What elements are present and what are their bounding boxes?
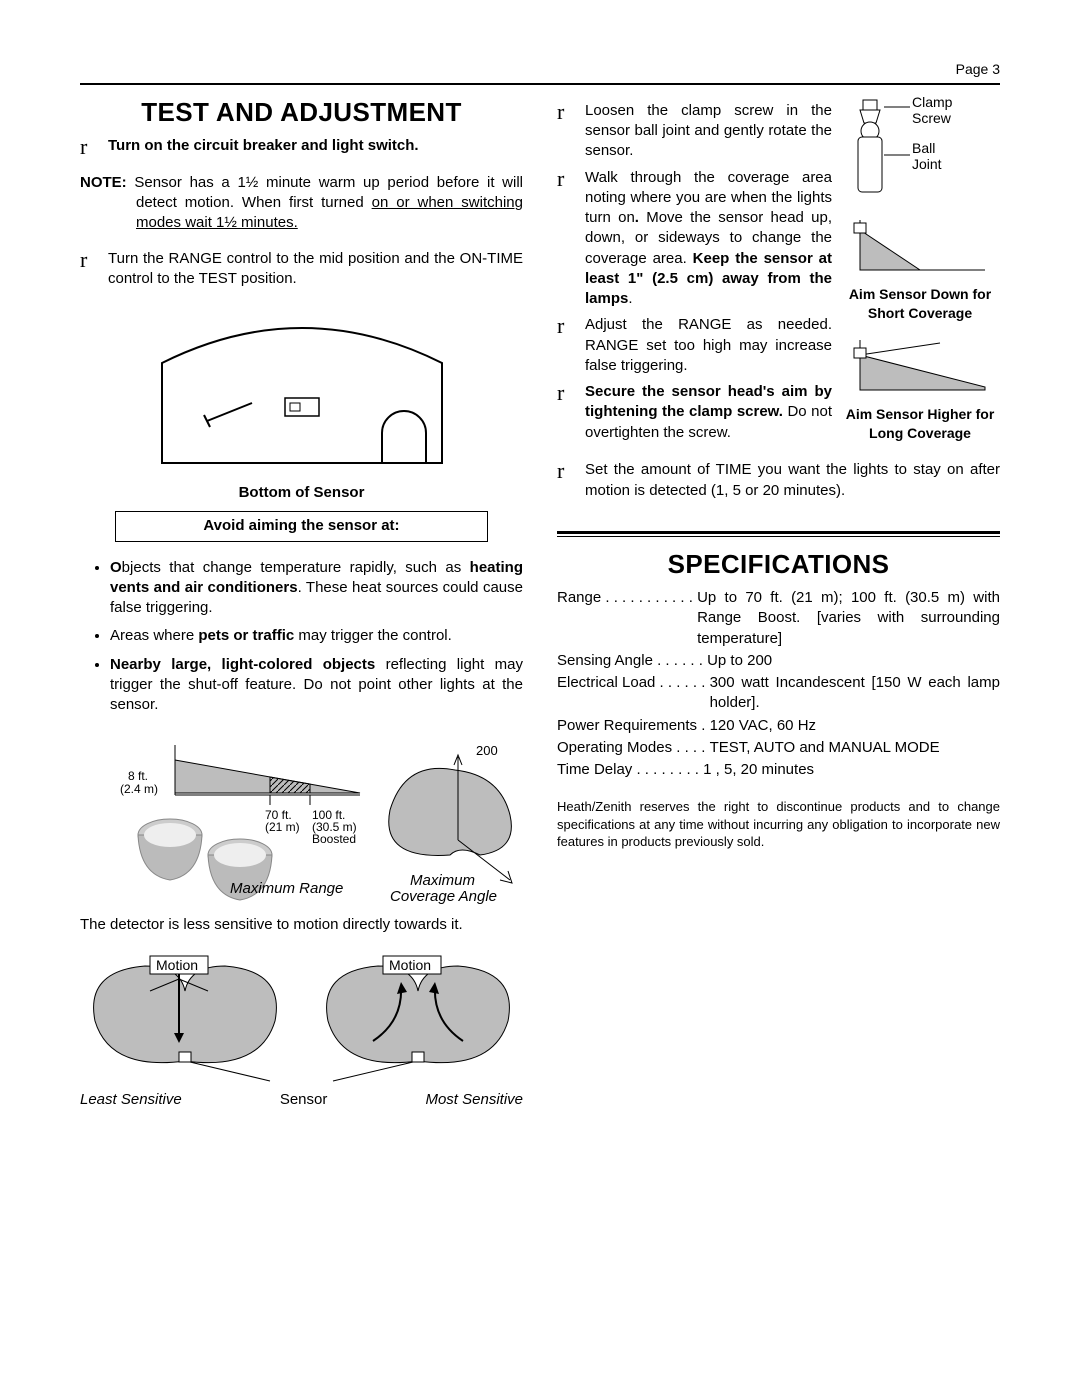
svg-text:Coverage Angle: Coverage Angle [390, 888, 497, 905]
caption-sensor: Sensor [280, 1090, 328, 1110]
check-icon: r [557, 382, 585, 404]
k: Electrical Load . . . . . . [557, 673, 710, 693]
v: 1 , 5, 20 minutes [703, 760, 1000, 780]
step-2: r Turn the RANGE control to the mid posi… [80, 249, 523, 290]
step-secure: r Secure the sensor head's aim by tighte… [557, 382, 832, 443]
svg-text:Maximum Range: Maximum Range [230, 880, 343, 897]
note: NOTE: Sensor has a 1½ minute warm up per… [80, 173, 523, 234]
step-time-text: Set the amount of TIME you want the ligh… [585, 460, 1000, 501]
step-2-text: Turn the RANGE control to the mid positi… [108, 249, 523, 290]
step-1: r Turn on the circuit breaker and light … [80, 136, 523, 158]
v: 300 watt Incandescent [150 W each lamp h… [710, 673, 1000, 714]
svg-text:8 ft.: 8 ft. [128, 769, 148, 783]
caption-least: Least Sensitive [80, 1090, 182, 1110]
t: . [628, 290, 632, 307]
rule-double [557, 531, 1000, 537]
step-1-text: Turn on the circuit breaker and light sw… [108, 136, 523, 158]
spec-modes: Operating Modes . . . . TEST, AUTO and M… [557, 738, 1000, 758]
svg-text:Joint: Joint [912, 156, 942, 172]
avoid-item-1: Objects that change temperature rapidly,… [110, 558, 523, 619]
v: Up to 70 ft. (21 m); 100 ft. (30.5 m) wi… [697, 588, 1000, 649]
k: Time Delay . . . . . . . . [557, 760, 703, 780]
avoid-item-2: Areas where pets or traffic may trigger … [110, 626, 523, 646]
svg-text:Maximum: Maximum [410, 872, 475, 889]
k: Sensing Angle . . . . . . [557, 651, 707, 671]
caption-aim-short: Aim Sensor Down for Short Coverage [840, 285, 1000, 323]
page-number: Page 3 [80, 60, 1000, 79]
svg-text:Screw: Screw [912, 110, 952, 126]
svg-text:(21 m): (21 m) [265, 820, 300, 834]
note-body: Sensor has a 1½ minute warm up period be… [134, 174, 523, 232]
right-column: r Loosen the clamp screw in the sensor b… [557, 95, 1000, 1110]
svg-text:Ball: Ball [912, 140, 935, 156]
heading-test-adjust: TEST AND ADJUSTMENT [80, 95, 523, 130]
v: Up to 200 [707, 651, 1000, 671]
heading-specs: SPECIFICATIONS [557, 547, 1000, 582]
svg-text:Motion: Motion [389, 957, 431, 973]
v: TEST, AUTO and MANUAL MODE [710, 738, 1000, 758]
step-range: r Adjust the RANGE as needed. RANGE set … [557, 315, 832, 376]
spec-range: Range . . . . . . . . . . . Up to 70 ft.… [557, 588, 1000, 649]
spec-delay: Time Delay . . . . . . . . 1 , 5, 20 min… [557, 760, 1000, 780]
step-time: r Set the amount of TIME you want the li… [557, 460, 1000, 501]
svg-text:200: 200 [476, 743, 498, 758]
diagram-motion-sensitivity: Motion Motion [80, 946, 523, 1086]
diagram-sensor-bottom [142, 303, 462, 473]
disclaimer: Heath/Zenith reserves the right to disco… [557, 798, 1000, 851]
step-secure-text: Secure the sensor head's aim by tighteni… [585, 382, 832, 443]
caption-bottom-sensor: Bottom of Sensor [80, 483, 523, 503]
detector-note: The detector is less sensitive to motion… [80, 915, 523, 935]
note-label: NOTE: [80, 174, 127, 191]
check-icon: r [557, 168, 585, 190]
check-icon: r [557, 460, 585, 482]
diagram-range-coverage: 70 ft. (21 m) 100 ft. (30.5 m) Boosted 8… [80, 725, 523, 905]
spec-load: Electrical Load . . . . . . 300 watt Inc… [557, 673, 1000, 714]
check-icon: r [557, 101, 585, 123]
svg-text:Clamp: Clamp [912, 95, 953, 110]
aim-figures: Clamp Screw Ball Joint Aim Sensor Down f… [840, 95, 1000, 455]
svg-text:Boosted: Boosted [312, 832, 356, 846]
svg-text:(2.4 m): (2.4 m) [120, 782, 158, 796]
step-loosen: r Loosen the clamp screw in the sensor b… [557, 101, 832, 162]
caption-aim-long: Aim Sensor Higher for Long Coverage [840, 405, 1000, 443]
v: 120 VAC, 60 Hz [710, 716, 1000, 736]
check-icon: r [80, 249, 108, 290]
avoid-item-3: Nearby large, light-colored objects refl… [110, 655, 523, 716]
t: bjects that change temperature rapidly, … [122, 559, 470, 576]
k: Operating Modes . . . . [557, 738, 710, 758]
rule-top [80, 83, 1000, 85]
k: Power Requirements . [557, 716, 710, 736]
t: O [110, 559, 122, 576]
avoid-list: Objects that change temperature rapidly,… [80, 558, 523, 716]
t: may trigger the control. [294, 627, 452, 644]
t: pets or traffic [198, 627, 294, 644]
t: Areas where [110, 627, 198, 644]
step-walk: r Walk through the coverage area noting … [557, 168, 832, 310]
spec-angle: Sensing Angle . . . . . . Up to 200 [557, 651, 1000, 671]
svg-text:Motion: Motion [156, 957, 198, 973]
heading-avoid: Avoid aiming the sensor at: [115, 511, 487, 541]
motion-captions: Least Sensitive Sensor Most Sensitive [80, 1090, 523, 1110]
caption-most: Most Sensitive [425, 1090, 523, 1110]
check-icon: r [557, 315, 585, 337]
step-loosen-text: Loosen the clamp screw in the sensor bal… [585, 101, 832, 162]
step-range-text: Adjust the RANGE as needed. RANGE set to… [585, 315, 832, 376]
spec-power: Power Requirements . 120 VAC, 60 Hz [557, 716, 1000, 736]
t: . [635, 209, 646, 226]
k: Range . . . . . . . . . . . [557, 588, 697, 608]
left-column: TEST AND ADJUSTMENT r Turn on the circui… [80, 95, 523, 1110]
check-icon: r [80, 136, 108, 158]
t: Nearby large, light-colored objects [110, 656, 375, 673]
step-walk-text: Walk through the coverage area noting wh… [585, 168, 832, 310]
